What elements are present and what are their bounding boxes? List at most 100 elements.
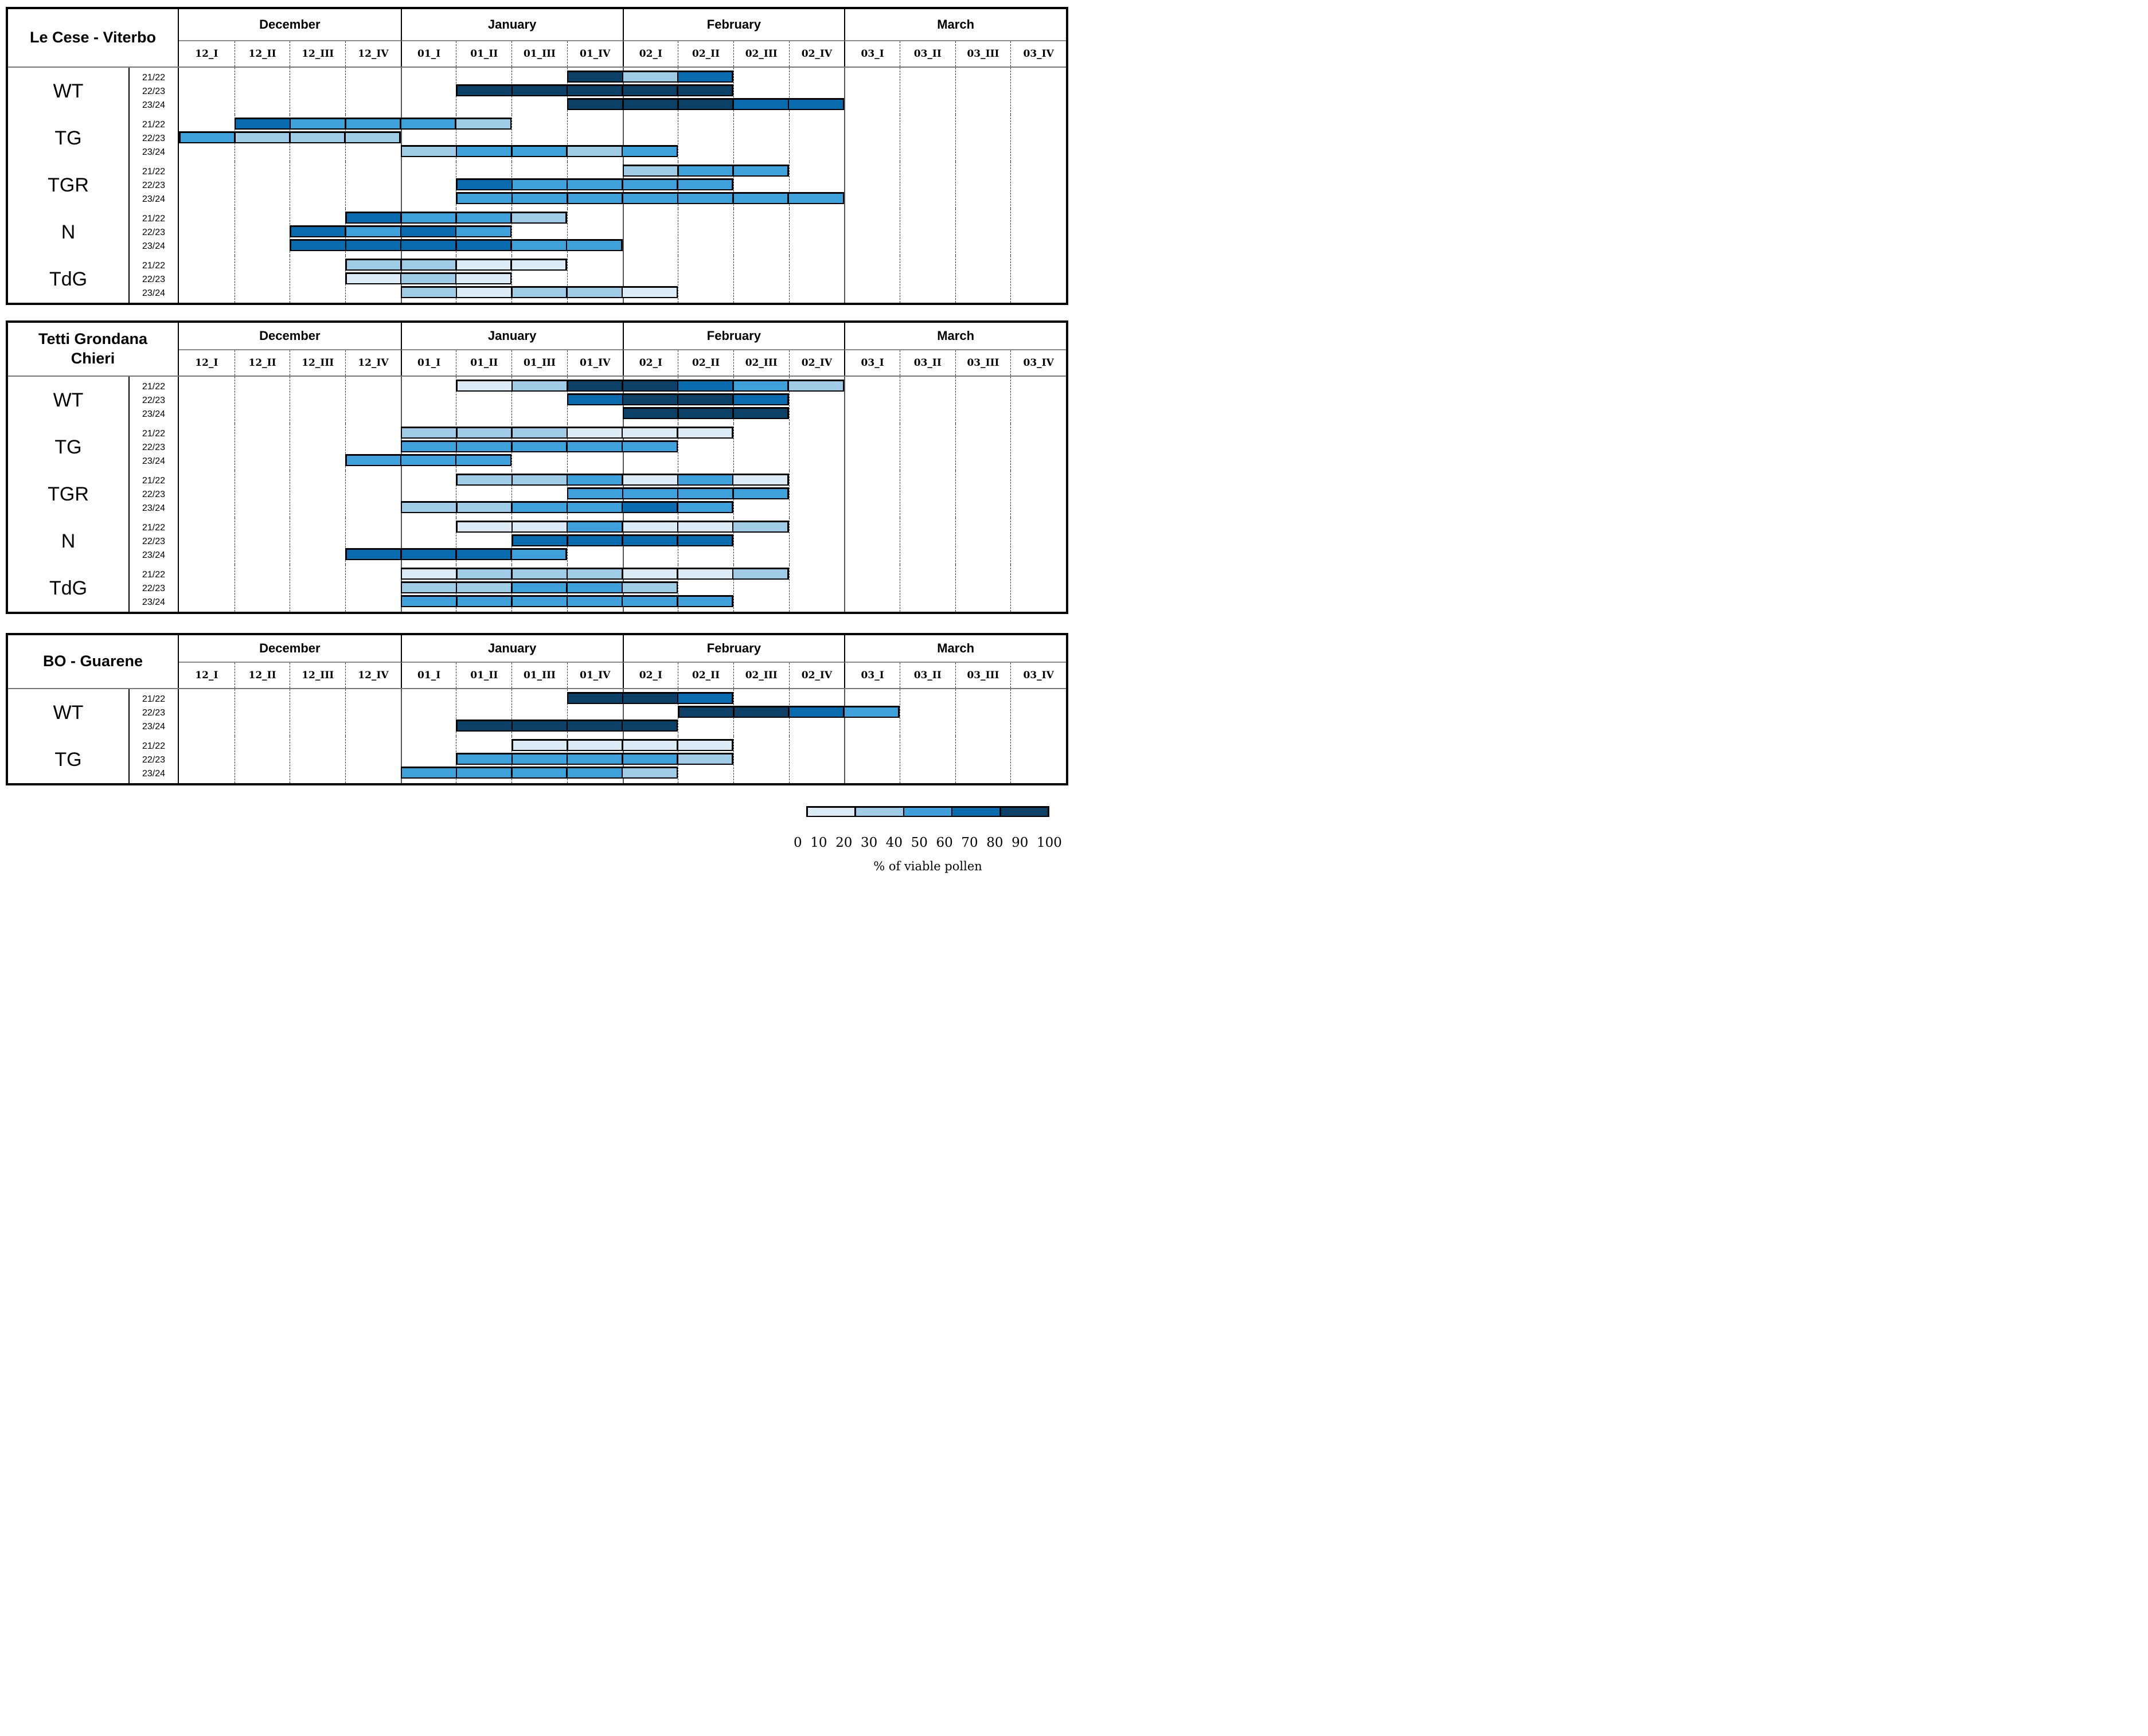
bar-segment — [623, 569, 677, 578]
table-title: BO - Guarene — [8, 635, 179, 688]
genotype-label: WT — [8, 689, 130, 736]
week-header: 03_III — [955, 350, 1011, 376]
season-lane — [179, 380, 1066, 392]
flowering-bar — [456, 192, 845, 204]
season-label: 22/23 — [142, 584, 166, 593]
bar-segment — [678, 569, 732, 578]
season-lane — [179, 521, 1066, 533]
bar-segment — [678, 740, 732, 750]
gridline — [1010, 162, 1011, 209]
bar-segment — [567, 240, 621, 250]
bar-segment — [180, 132, 235, 142]
season-lane — [179, 178, 1066, 190]
gridline — [733, 68, 734, 115]
table-title-line: Chieri — [71, 350, 115, 367]
week-header: 12_I — [195, 357, 218, 369]
week-header: 02_I — [622, 663, 678, 688]
genotype-label: WT — [8, 377, 130, 424]
gridline — [844, 115, 846, 162]
bar-segment — [623, 381, 677, 390]
month-header: January — [400, 9, 623, 41]
bar-segment — [511, 549, 566, 559]
month-header: March — [844, 635, 1066, 663]
gridline — [400, 162, 402, 209]
week-header: 12_III — [290, 41, 345, 67]
bar-segment — [568, 85, 622, 95]
season-label: 21/22 — [142, 570, 166, 580]
flowering-bar — [622, 407, 789, 419]
month-header: December — [179, 635, 401, 663]
season-lane — [179, 581, 1066, 593]
flowering-bar — [511, 534, 733, 546]
flowering-bar — [400, 568, 789, 580]
bar-segment — [457, 502, 511, 512]
bar-segment — [623, 441, 677, 451]
month-header: January — [400, 323, 623, 350]
bar-segment — [456, 119, 510, 128]
week-header: 03_II — [899, 663, 955, 688]
genotype-block: WT 21/22 22/23 23/24 — [8, 377, 1066, 424]
week-header: 01_II — [456, 350, 511, 376]
flowering-bar — [345, 259, 567, 271]
season-label: 22/23 — [142, 490, 166, 499]
bar-lanes — [179, 68, 1066, 115]
season-lane — [179, 192, 1066, 204]
week-header: 02_IV — [788, 41, 845, 67]
bar-segment — [346, 213, 401, 222]
legend-segment — [904, 807, 951, 816]
bar-segment — [568, 522, 622, 531]
week-header: 01_III — [511, 663, 567, 688]
gridline — [1010, 256, 1011, 303]
week-header: 02_II — [678, 663, 733, 688]
bar-segment — [401, 226, 455, 236]
genotype-block: TdG 21/22 22/23 23/24 — [8, 565, 1066, 612]
bar-segment — [402, 596, 456, 606]
bar-segment — [568, 754, 622, 764]
legend-caption: % of viable pollen — [873, 859, 982, 873]
bar-segment — [623, 488, 677, 498]
flowering-bar — [456, 178, 733, 190]
season-label: 22/23 — [142, 228, 166, 237]
bar-segment — [513, 179, 567, 189]
legend-tick-label: 30 — [860, 835, 878, 850]
season-label: 21/22 — [142, 694, 166, 704]
season-label: 21/22 — [142, 214, 166, 224]
bar-segment — [456, 260, 511, 269]
gridline — [844, 209, 846, 256]
bar-segment — [456, 455, 510, 465]
gridline — [511, 115, 513, 162]
genotype-label: TdG — [8, 256, 130, 303]
legend-segment — [856, 807, 903, 816]
legend-tick-label: 20 — [835, 835, 853, 850]
genotype-label: TGR — [8, 162, 130, 209]
week-header: 01_II — [456, 41, 511, 67]
bar-segment — [623, 475, 677, 484]
bar-segment — [402, 582, 456, 592]
gridline — [567, 689, 568, 736]
season-labels: 21/22 22/23 23/24 — [130, 471, 179, 518]
bar-segment — [346, 273, 400, 283]
table-header: Le Cese - Viterbo December January February… — [8, 9, 1066, 67]
bar-segment — [513, 754, 567, 764]
week-header: 12_II — [234, 350, 290, 376]
flowering-table-1: Le Cese - Viterbo December January February… — [6, 7, 1068, 305]
bar-segment — [623, 85, 677, 95]
legend-tick-label: 90 — [1011, 835, 1029, 850]
gridline — [345, 377, 346, 424]
gridline — [788, 377, 790, 424]
season-lane — [179, 98, 1066, 110]
flowering-bar — [567, 393, 789, 405]
week-header: 01_III — [511, 41, 567, 67]
season-labels: 21/22 22/23 23/24 — [130, 115, 179, 162]
flowering-bar — [456, 380, 845, 392]
bar-segment — [457, 522, 511, 531]
bar-segment — [623, 287, 677, 297]
gridline — [1010, 689, 1011, 736]
flowering-bar — [456, 720, 678, 732]
legend: 0 10 20 30 40 50 60 70 80 90 100 % of viable polle… — [794, 806, 1062, 873]
season-lane — [179, 753, 1066, 765]
week-header: 02_III — [733, 663, 789, 688]
bar-segment — [678, 179, 732, 189]
bar-lanes — [179, 565, 1066, 612]
bar-segment — [402, 502, 456, 512]
